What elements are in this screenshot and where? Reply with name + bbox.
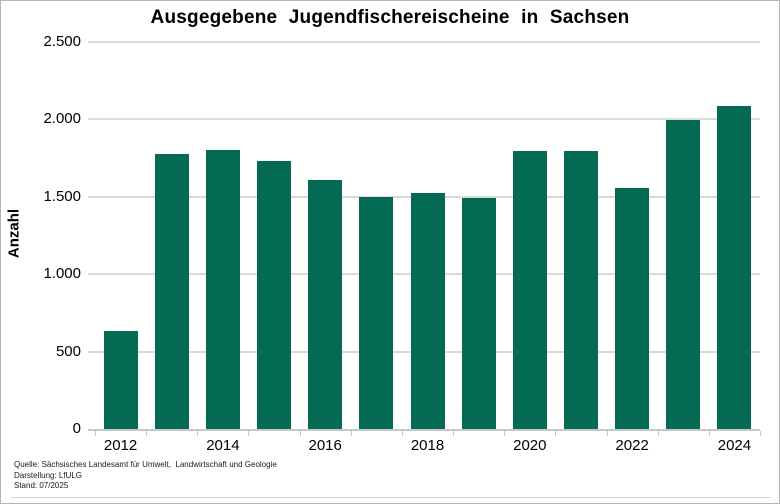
x-tick-label-2022: 2022 — [615, 437, 649, 454]
x-tick-6 — [401, 431, 403, 436]
bar-2015 — [257, 161, 292, 429]
x-tick-4 — [299, 431, 301, 436]
x-axis-line — [88, 429, 760, 431]
y-tick-label-0: 0 — [72, 420, 81, 437]
x-tick-label-2018: 2018 — [410, 437, 445, 454]
x-tick-2 — [197, 431, 199, 436]
bar-2020 — [512, 151, 547, 429]
x-tick-12 — [708, 431, 710, 436]
source-note: Quelle: Sächsisches Landesamt für Umwelt… — [14, 460, 277, 469]
x-tick-3 — [248, 431, 250, 436]
bar-2013 — [154, 154, 189, 429]
bar-2012 — [103, 331, 138, 429]
chart-title: Ausgegebene Jugendfischereischeine in Sa… — [150, 7, 630, 28]
x-tick-8 — [504, 431, 506, 436]
x-tick-10 — [606, 431, 608, 436]
y-axis-title: Anzahl — [5, 208, 23, 259]
x-tick-0 — [95, 431, 96, 436]
x-tick-5 — [350, 431, 352, 436]
bar-2018 — [410, 192, 445, 429]
x-tick-13 — [760, 431, 761, 436]
bar-2014 — [205, 150, 240, 429]
y-tick-label-1000: 1.000 — [43, 265, 81, 283]
stand-note: Stand: 07/2025 — [14, 481, 69, 490]
bar-2016 — [308, 179, 343, 429]
x-tick-label-2016: 2016 — [308, 437, 342, 454]
bar-2022 — [615, 187, 650, 429]
x-tick-label-2024: 2024 — [717, 437, 752, 454]
x-tick-label-2020: 2020 — [513, 437, 547, 454]
y-tick-label-2000: 2.000 — [43, 110, 81, 128]
x-tick-1 — [146, 431, 148, 436]
y-tick-label-1500: 1.500 — [43, 187, 81, 205]
x-tick-label-2014: 2014 — [206, 437, 240, 454]
gridline-2000 — [88, 118, 760, 121]
footer-separator-line — [11, 497, 771, 498]
bar-2021 — [563, 151, 598, 429]
bar-2024 — [717, 106, 752, 429]
y-tick-label-500: 500 — [55, 342, 81, 360]
bar-2017 — [359, 196, 394, 429]
x-tick-7 — [453, 431, 455, 436]
x-tick-11 — [657, 431, 659, 436]
presentation-note: Darstellung: LfULG — [14, 470, 83, 480]
y-tick-label-2500: 2.500 — [43, 33, 81, 50]
bar-2019 — [461, 198, 496, 429]
gridline-2500 — [88, 41, 760, 43]
x-tick-9 — [555, 431, 557, 436]
plot-area — [88, 41, 760, 429]
bar-2023 — [666, 120, 701, 429]
x-tick-label-2012: 2012 — [103, 437, 138, 454]
